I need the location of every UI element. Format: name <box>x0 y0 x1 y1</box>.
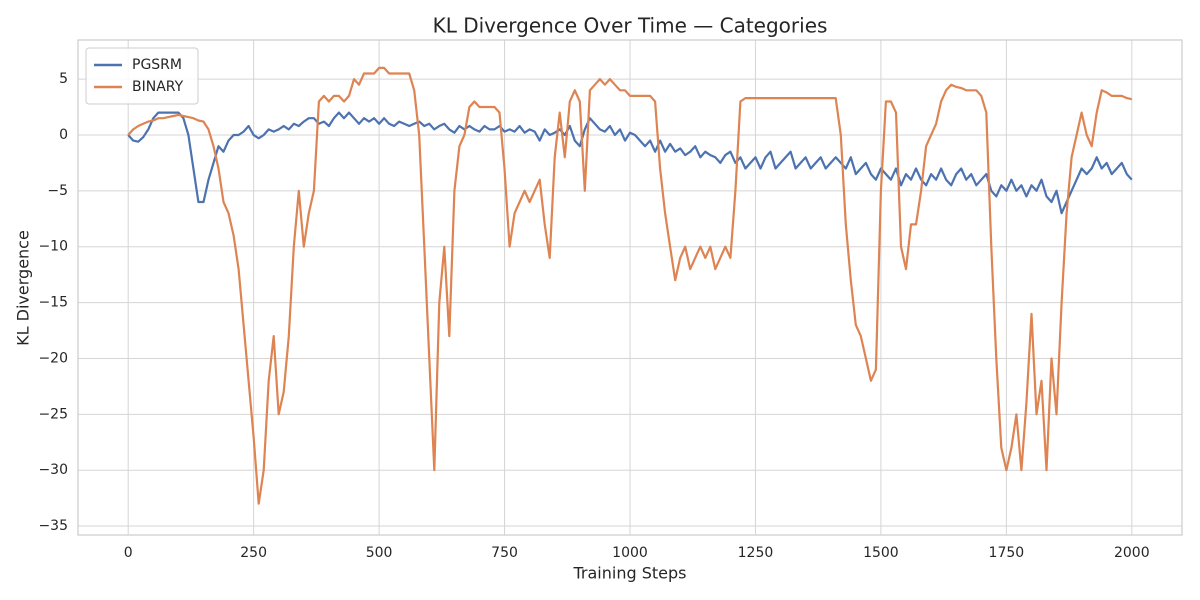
x-tick-label: 250 <box>240 545 267 561</box>
y-tick-label: −15 <box>38 295 68 311</box>
x-tick-label: 1250 <box>738 545 774 561</box>
plot-frame <box>77 39 1183 536</box>
x-tick-label: 0 <box>124 545 133 561</box>
legend-box <box>85 47 199 105</box>
legend-label: PGSRM <box>132 57 182 73</box>
x-tick-label: 1750 <box>989 545 1025 561</box>
y-tick-label: 0 <box>59 127 68 143</box>
legend-label: BINARY <box>132 79 184 95</box>
x-tick-label: 1000 <box>612 545 648 561</box>
x-tick-label: 750 <box>491 545 518 561</box>
legend: PGSRM BINARY <box>85 47 199 105</box>
chart-title: KL Divergence Over Time — Categories <box>433 14 828 38</box>
y-tick-label: −35 <box>38 518 68 534</box>
series-line <box>127 111 1133 215</box>
y-tick-label: −25 <box>38 406 68 422</box>
x-tick-label: 1500 <box>863 545 899 561</box>
series-line <box>127 66 1133 505</box>
y-tick-label: −5 <box>47 183 68 199</box>
x-tick-label: 500 <box>366 545 393 561</box>
x-tick-label: 2000 <box>1114 545 1150 561</box>
y-tick-label: −10 <box>38 239 68 255</box>
y-axis-label: KL Divergence <box>14 230 33 346</box>
x-axis-label: Training Steps <box>573 564 687 583</box>
y-tick-label: 5 <box>59 71 68 87</box>
y-tick-label: −20 <box>38 350 68 366</box>
y-tick-label: −30 <box>38 462 68 478</box>
